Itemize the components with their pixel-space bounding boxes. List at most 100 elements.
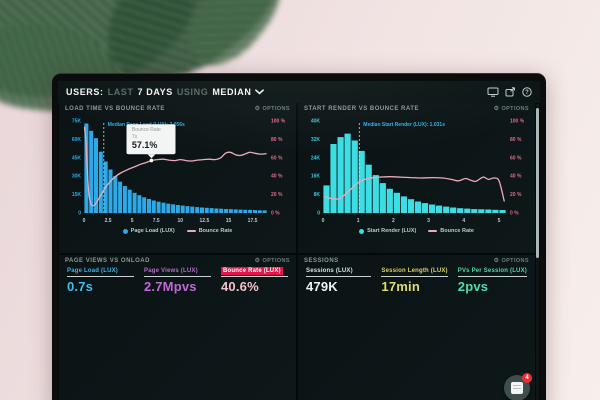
histogram-bar — [262, 210, 267, 213]
histogram-bar — [400, 196, 407, 213]
histogram-bar — [214, 208, 219, 213]
panel-title: PAGE VIEWS VS ONLOAD — [65, 258, 150, 264]
svg-text:?: ? — [525, 90, 529, 96]
svg-text:12.5: 12.5 — [200, 218, 210, 224]
title-metric: MEDIAN — [212, 87, 252, 97]
histogram-bar — [147, 199, 151, 213]
panel-sessions: SESSIONS ⚙ OPTIONS Sessions (LUX) 479K S… — [298, 255, 535, 400]
histogram-bar — [238, 209, 243, 213]
options-label: OPTIONS — [501, 258, 529, 264]
svg-text:5: 5 — [498, 218, 501, 224]
share-icon[interactable] — [505, 87, 516, 97]
metric-value: 17min — [381, 279, 420, 294]
metric-pvs-per-session[interactable]: PVs Per Session (LUX) 2pvs — [457, 268, 527, 294]
options-button[interactable]: ⚙ OPTIONS — [494, 258, 529, 264]
users-filter-dropdown[interactable]: USERS: LAST 7 DAYS USING MEDIAN — [66, 87, 265, 97]
svg-text:8K: 8K — [314, 192, 321, 198]
histogram-bar — [436, 205, 443, 213]
histogram-bar — [450, 207, 457, 213]
histogram-bar — [190, 206, 195, 213]
svg-text:2.5: 2.5 — [105, 218, 112, 224]
metrics-row: Sessions (LUX) 479K Session Length (LUX)… — [298, 265, 535, 296]
histogram-bar — [233, 209, 238, 213]
histogram-bar — [344, 133, 351, 213]
legend-line — [186, 230, 196, 232]
histogram-bar — [98, 151, 103, 213]
start-render-vs-bounce-rate-svg: 40K 32K 24K 16K 8K 0 100 % 80 % 60 % 40 % 20 % 0 % 0… — [311, 119, 525, 225]
metric-page-views[interactable]: Page Views (LUX) 2.7Mpvs — [144, 268, 211, 294]
panel-title: START RENDER VS BOUNCE RATE — [304, 106, 419, 112]
metric-page-load[interactable]: Page Load (LUX) 0.7s — [67, 268, 134, 294]
histogram-bar — [185, 206, 190, 213]
histogram-bar — [127, 189, 132, 213]
legend-item-page-load[interactable]: Page Load (LUX) — [122, 228, 175, 234]
histogram-bar — [209, 208, 214, 213]
legend-dot — [122, 228, 128, 234]
options-button[interactable]: ⚙ OPTIONS — [494, 106, 529, 112]
metric-session-length[interactable]: Session Length (LUX) 17min — [381, 268, 448, 294]
histogram-bar — [379, 183, 386, 213]
svg-text:40 %: 40 % — [510, 174, 522, 180]
svg-text:80 %: 80 % — [271, 137, 283, 143]
legend-item-bounce-rate[interactable]: Bounce Rate — [186, 228, 232, 234]
help-icon[interactable]: ? — [522, 87, 532, 97]
bounce-rate-line — [324, 176, 505, 202]
options-label: OPTIONS — [501, 106, 529, 112]
histogram-bar — [89, 130, 94, 213]
svg-text:40 %: 40 % — [271, 174, 283, 180]
histogram-bar — [471, 209, 478, 213]
histogram-bar — [358, 150, 365, 213]
svg-text:0: 0 — [317, 211, 320, 217]
page-views-onload-chart — [62, 296, 293, 396]
histogram-bar — [464, 208, 471, 213]
dashboard-grid: LOAD TIME VS BOUNCE RATE ⚙ OPTIONS Bounc… — [58, 103, 540, 400]
scrollbar-thumb[interactable] — [536, 108, 539, 258]
svg-text:2: 2 — [392, 218, 395, 224]
svg-text:3: 3 — [427, 218, 430, 224]
options-button[interactable]: ⚙ OPTIONS — [255, 106, 290, 112]
svg-text:0 %: 0 % — [271, 211, 280, 217]
svg-text:100 %: 100 % — [271, 119, 286, 125]
panel-page-views-vs-onload: PAGE VIEWS VS ONLOAD ⚙ OPTIONS Page Load… — [59, 255, 296, 400]
tooltip-point — [149, 158, 154, 163]
svg-text:0: 0 — [322, 218, 325, 224]
histogram-bar — [132, 192, 137, 213]
chat-widget-button[interactable]: 4 — [504, 373, 532, 400]
legend-line — [428, 230, 438, 232]
metric-value: 0.7s — [67, 279, 94, 294]
histogram-bar — [156, 201, 161, 213]
panel-start-render-vs-bounce-rate: START RENDER VS BOUNCE RATE ⚙ OPTIONS 40… — [298, 103, 535, 253]
metric-bounce-rate[interactable]: Bounce Rate (LUX) 40.6% — [221, 267, 288, 294]
metric-sessions[interactable]: Sessions (LUX) 479K — [306, 268, 372, 294]
options-button[interactable]: ⚙ OPTIONS — [255, 258, 290, 264]
histogram-bar — [161, 202, 166, 213]
histogram-bar — [195, 207, 200, 213]
metric-label: Page Views (LUX) — [144, 268, 198, 274]
histogram-bar — [407, 199, 415, 213]
start-render-chart: 40K 32K 24K 16K 8K 0 100 % 80 % 60 % 40 % 20 % 0 % 0… — [301, 113, 532, 225]
monitor-icon[interactable] — [487, 87, 499, 97]
bars-group — [323, 133, 506, 213]
metric-label: Page Load (LUX) — [67, 268, 119, 274]
metric-value: 40.6% — [221, 279, 259, 294]
legend-item-start-render[interactable]: Start Render (LUX) — [359, 228, 416, 234]
svg-text:60 %: 60 % — [271, 155, 283, 161]
options-label: OPTIONS — [262, 258, 290, 264]
topbar-icons: ? — [487, 87, 532, 97]
legend-item-bounce-rate[interactable]: Bounce Rate — [428, 228, 474, 234]
svg-text:30K: 30K — [72, 174, 82, 180]
histogram-bar — [414, 201, 422, 213]
title-last: LAST — [107, 87, 134, 97]
axis-ticks: 75K 60K 45K 30K 15K 0 100 % 80 % 60 % 40 % 20 % 0 %… — [72, 119, 286, 225]
svg-text:24K: 24K — [311, 155, 321, 161]
metric-value: 479K — [306, 279, 338, 294]
histogram-bar — [443, 206, 450, 213]
histogram-bar — [243, 209, 248, 213]
dashboard-topbar: USERS: LAST 7 DAYS USING MEDIAN — [58, 81, 540, 103]
svg-text:40K: 40K — [311, 119, 321, 125]
histogram-bar — [253, 210, 257, 213]
histogram-bar — [219, 208, 224, 213]
histogram-bar — [257, 210, 262, 213]
metric-value: 2.7Mpvs — [144, 279, 197, 294]
histogram-bar — [180, 205, 185, 213]
